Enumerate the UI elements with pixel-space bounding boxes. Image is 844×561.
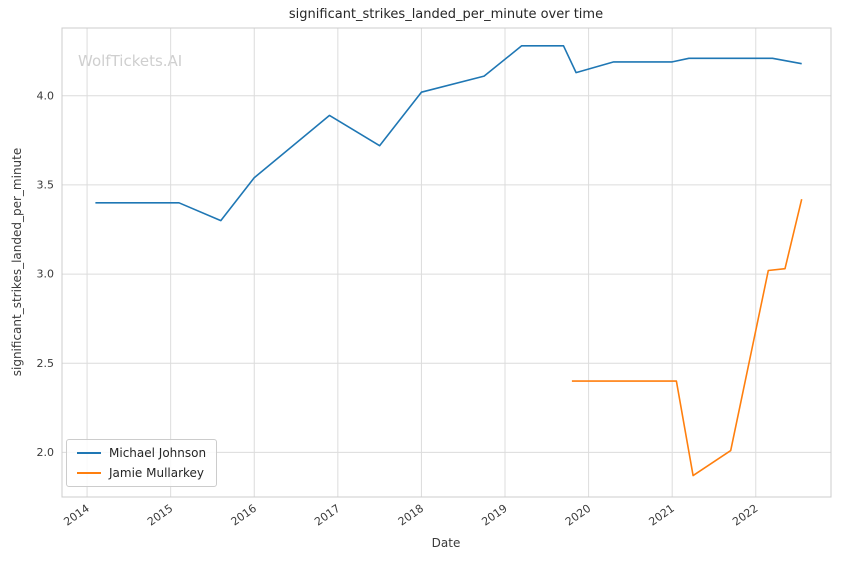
- y-tick-label: 3.0: [37, 268, 55, 281]
- x-tick-label: 2016: [229, 502, 259, 529]
- chart-title: significant_strikes_landed_per_minute ov…: [288, 7, 604, 22]
- x-tick-label: 2018: [396, 502, 426, 529]
- legend-label: Michael Johnson: [109, 446, 207, 460]
- legend-label: Jamie Mullarkey: [109, 466, 205, 480]
- legend-item-michael-johnson: Michael Johnson: [77, 446, 206, 460]
- x-tick-label: 2019: [479, 502, 509, 529]
- legend: Michael Johnson Jamie Mullarkey: [66, 439, 218, 487]
- x-tick-label: 2022: [730, 502, 760, 529]
- series-line-0: [95, 44, 802, 222]
- watermark: WolfTickets.AI: [78, 52, 182, 70]
- x-axis-label: Date: [431, 536, 461, 550]
- y-tick-label: 3.5: [37, 178, 55, 191]
- x-tick-label: 2020: [563, 502, 593, 529]
- gridlines: [62, 28, 831, 497]
- plot-border: [61, 27, 832, 498]
- x-tick-label: 2021: [647, 502, 677, 529]
- y-tick-label: 2.0: [37, 446, 55, 459]
- y-tick-label: 2.5: [37, 357, 55, 370]
- legend-line-sample: [77, 472, 101, 474]
- x-tick-label: 2015: [145, 502, 175, 529]
- y-tick-label: 4.0: [37, 89, 55, 102]
- series-line-1: [571, 199, 803, 477]
- x-tick-label: 2017: [312, 502, 342, 529]
- x-tick-label: 2014: [61, 502, 91, 529]
- legend-item-jamie-mullarkey: Jamie Mullarkey: [77, 466, 206, 480]
- legend-line-sample: [77, 452, 101, 454]
- y-axis-label: significant_strikes_landed_per_minute: [10, 147, 24, 377]
